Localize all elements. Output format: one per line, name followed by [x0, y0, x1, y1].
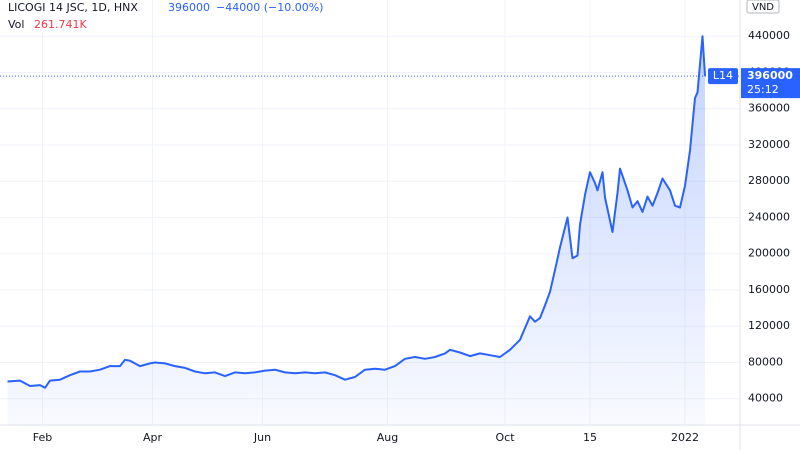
- volume-label: Vol: [8, 18, 24, 31]
- x-tick-label: Oct: [495, 431, 515, 444]
- area-fill: [7, 36, 705, 425]
- price-tag-box: [741, 68, 800, 99]
- last-price: 396000: [168, 1, 210, 14]
- y-tick-label: 200000: [748, 247, 790, 260]
- plot: [0, 35, 740, 425]
- y-tick-label: 280000: [748, 174, 790, 187]
- x-tick-label: Jun: [253, 431, 271, 444]
- y-tick-label: 40000: [748, 392, 783, 405]
- volume-value: 261.741K: [34, 18, 87, 31]
- x-tick-label: Apr: [143, 431, 163, 444]
- currency[interactable]: VND: [752, 2, 774, 13]
- y-tick-label: 360000: [748, 102, 790, 115]
- symbol-tag: L14: [713, 69, 733, 82]
- price-tag: 396000: [747, 69, 793, 82]
- chart-title: LICOGI 14 JSC, 1D, HNX: [8, 1, 138, 14]
- axes: 40000 80000 120000 160000 200000 240000 280000…: [33, 29, 800, 444]
- y-tick-label: 320000: [748, 138, 790, 151]
- y-tick-label: 120000: [748, 319, 790, 332]
- symbol-tag-box: [708, 68, 738, 85]
- price-change: −44000 (−10.00%): [216, 1, 323, 14]
- y-tick-label: 160000: [748, 283, 790, 296]
- x-tick-label: Feb: [33, 431, 52, 444]
- y-tick-label: 440000: [748, 29, 790, 42]
- y-tick-label: 240000: [748, 210, 790, 223]
- y-tick-label: 80000: [748, 355, 783, 368]
- currency-box[interactable]: [746, 0, 780, 14]
- x-tick-label: 15: [583, 431, 597, 444]
- price-line: [7, 35, 706, 389]
- x-tick-label: 2022: [671, 431, 699, 444]
- x-tick-label: Aug: [377, 431, 398, 444]
- countdown: 25:12: [747, 83, 779, 96]
